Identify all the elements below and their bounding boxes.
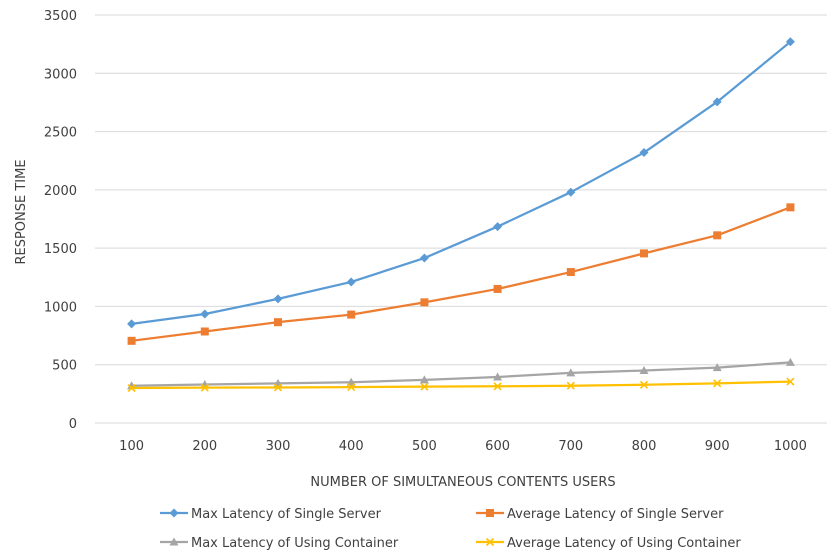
data-point xyxy=(200,309,210,319)
y-tick-label: 0 xyxy=(69,417,77,432)
x-tick-label: 100 xyxy=(119,439,144,454)
series-line xyxy=(131,361,791,387)
y-tick-label: 2000 xyxy=(44,184,77,199)
data-point xyxy=(419,253,429,263)
data-point xyxy=(493,284,502,293)
legend-item: Average Latency of Using Container xyxy=(476,536,741,551)
data-point xyxy=(639,148,649,158)
data-point xyxy=(200,383,209,392)
data-point xyxy=(347,383,356,392)
data-point xyxy=(566,368,576,377)
y-tick-label: 2500 xyxy=(44,126,77,141)
data-point xyxy=(566,187,576,197)
data-point xyxy=(346,277,356,287)
data-point xyxy=(566,381,575,390)
data-point xyxy=(713,231,722,240)
data-point xyxy=(639,366,649,375)
legend-item: Max Latency of Using Container xyxy=(160,536,399,551)
data-point xyxy=(347,310,356,319)
x-tick-label: 400 xyxy=(339,439,364,454)
data-point xyxy=(127,336,136,345)
series-line xyxy=(131,380,791,390)
legend-item: Max Latency of Single Server xyxy=(160,507,382,522)
y-axis-title: RESPONSE TIME xyxy=(14,159,29,264)
data-point xyxy=(127,319,137,329)
series-1 xyxy=(127,37,795,329)
data-point xyxy=(493,382,502,391)
legend-item: Average Latency of Single Server xyxy=(476,507,724,522)
legend-marker xyxy=(486,509,494,517)
data-point xyxy=(713,379,722,388)
data-point xyxy=(419,375,429,384)
legend-marker xyxy=(169,508,179,518)
data-point xyxy=(785,37,795,47)
legend-label: Max Latency of Single Server xyxy=(191,507,382,522)
legend-marker xyxy=(169,537,179,546)
series-4 xyxy=(127,377,795,393)
x-tick-label: 500 xyxy=(412,439,437,454)
x-tick-label: 600 xyxy=(485,439,510,454)
x-tick-label: 200 xyxy=(192,439,217,454)
x-tick-label: 700 xyxy=(558,439,583,454)
x-tick-label: 900 xyxy=(705,439,730,454)
data-point xyxy=(785,357,795,366)
x-tick-label: 1000 xyxy=(774,439,807,454)
y-axis-ticks: 0 500 1000 1500 2000 2500 3000 3500 xyxy=(44,9,77,432)
data-point xyxy=(786,203,795,212)
data-point xyxy=(493,222,503,232)
legend-label: Average Latency of Using Container xyxy=(507,536,741,551)
legend: Max Latency of Single Server Average Late… xyxy=(160,507,741,551)
gridlines xyxy=(95,14,827,424)
data-point xyxy=(346,377,356,386)
data-point xyxy=(420,382,429,391)
data-point xyxy=(127,383,136,393)
y-tick-label: 1500 xyxy=(44,242,77,257)
y-tick-label: 1000 xyxy=(44,300,77,315)
data-point xyxy=(786,377,795,386)
data-point xyxy=(712,363,722,372)
data-point xyxy=(493,372,503,381)
x-axis-ticks: 100 200 300 400 500 600 700 800 900 1000 xyxy=(119,439,807,454)
data-point xyxy=(420,298,429,307)
series-line xyxy=(131,40,792,326)
series-group xyxy=(127,37,795,393)
legend-label: Max Latency of Using Container xyxy=(191,536,399,551)
series-2 xyxy=(127,203,795,345)
x-tick-label: 300 xyxy=(266,439,291,454)
y-tick-label: 3500 xyxy=(44,9,77,24)
series-line xyxy=(131,206,791,342)
legend-label: Average Latency of Single Server xyxy=(507,507,724,522)
y-tick-label: 3000 xyxy=(44,67,77,82)
data-point xyxy=(566,268,575,277)
data-point xyxy=(274,318,282,327)
legend-marker xyxy=(485,537,495,547)
y-tick-label: 500 xyxy=(52,359,77,374)
data-point xyxy=(200,327,209,336)
data-point xyxy=(640,249,648,258)
data-point xyxy=(273,383,283,392)
data-point xyxy=(639,380,649,389)
data-point xyxy=(273,294,283,304)
x-axis-title: NUMBER OF SIMULTANEOUS CONTENTS USERS xyxy=(310,475,615,490)
data-point xyxy=(712,97,722,107)
x-tick-label: 800 xyxy=(632,439,657,454)
